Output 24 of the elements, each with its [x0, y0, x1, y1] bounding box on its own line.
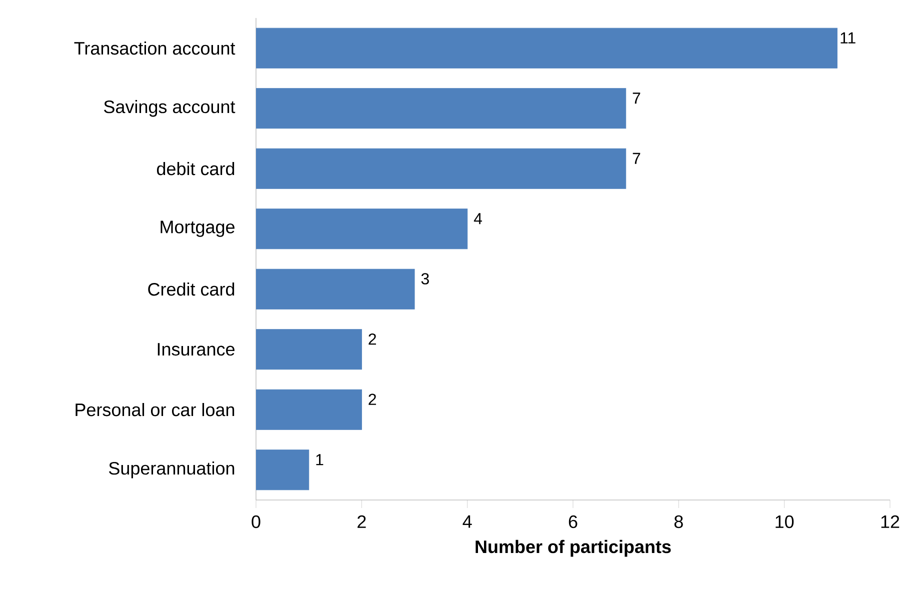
y-tick-label: Credit card: [148, 282, 234, 296]
x-tick-label: 10: [776, 515, 794, 528]
y-tick-label: Superannuation: [109, 461, 234, 478]
y-tick-label: Transaction account: [74, 42, 236, 55]
data-label: 7: [632, 152, 640, 164]
data-label: 11: [840, 32, 856, 44]
y-tick-label: Personal or car loan: [76, 402, 234, 416]
y-tick-label: debit card: [156, 162, 234, 176]
data-label: 3: [421, 273, 429, 284]
x-tick-label: 8: [674, 515, 683, 528]
data-label: 4: [474, 213, 482, 224]
y-tick-label: Savings account: [104, 100, 236, 117]
y-tick-label: Mortgage: [160, 220, 234, 237]
x-tick-label: 2: [358, 515, 366, 528]
x-tick-label: 4: [462, 515, 472, 528]
x-tick-label: 6: [568, 515, 578, 528]
data-label: 2: [368, 394, 376, 405]
data-label: 1: [316, 454, 324, 466]
y-tick-label: Insurance: [158, 343, 234, 356]
x-tick-label: 12: [881, 515, 900, 528]
data-label: 2: [368, 333, 376, 345]
data-label: 7: [632, 92, 640, 104]
x-axis-title: Number of participants: [476, 540, 671, 557]
x-tick-label: 0: [252, 515, 260, 528]
